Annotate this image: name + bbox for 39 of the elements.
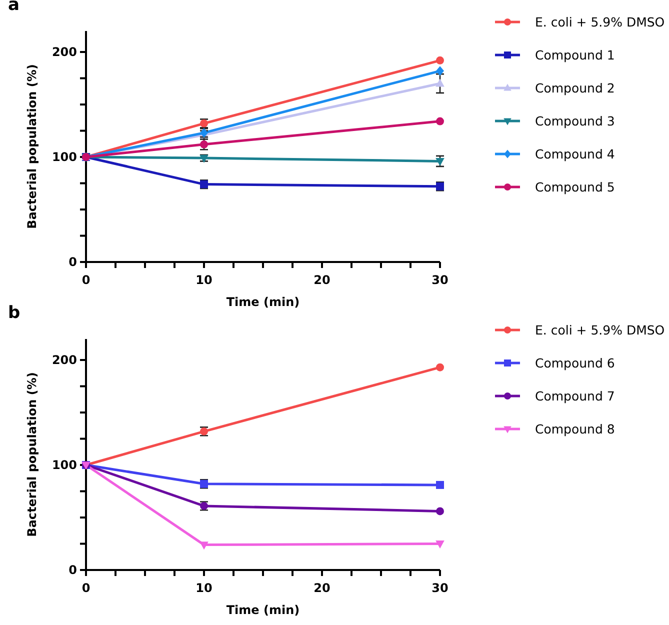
legend-label: E. coli + 5.9% DMSO <box>535 14 665 30</box>
chart-title: b <box>8 303 20 323</box>
legend-label: Compound 1 <box>535 47 615 62</box>
y-tick-label: 0 <box>68 563 77 578</box>
point <box>436 78 444 87</box>
legend-label: Compound 4 <box>535 146 615 162</box>
x-tick-label: 10 <box>196 273 212 287</box>
point <box>436 480 444 489</box>
legend-label: Compound 5 <box>535 179 615 194</box>
y-tick-label: 200 <box>52 45 77 60</box>
legend-label: E. coli + 5.9% DMSO <box>535 322 665 338</box>
legend-label: Compound 8 <box>535 421 615 436</box>
x-tick-label: 30 <box>432 273 448 287</box>
legend-label: Compound 3 <box>535 113 615 128</box>
y-axis-title: Bacterial population (%) <box>25 64 39 229</box>
y-tick-label: 100 <box>52 458 77 472</box>
point <box>436 507 444 516</box>
point <box>436 56 444 64</box>
y-tick-label: 100 <box>52 150 77 164</box>
point <box>436 363 444 372</box>
x-tick-label: 0 <box>82 581 90 595</box>
x-axis-title: Time (min) <box>226 295 300 309</box>
point <box>436 540 444 549</box>
legend-label: Compound 6 <box>535 355 615 370</box>
x-tick-label: 20 <box>314 581 330 595</box>
y-axis-title: Bacterial population (%) <box>25 372 39 537</box>
legend-label: Compound 2 <box>535 80 615 96</box>
y-tick-label: 0 <box>68 255 77 270</box>
y-tick-label: 200 <box>52 353 77 368</box>
point <box>436 158 444 166</box>
x-tick-label: 0 <box>82 273 90 287</box>
point <box>436 66 444 76</box>
legend-label: Compound 7 <box>535 388 615 404</box>
x-tick-label: 20 <box>314 273 330 287</box>
x-axis-title: Time (min) <box>226 603 300 617</box>
chart-title: a <box>8 0 20 15</box>
point <box>436 117 444 126</box>
x-tick-label: 10 <box>196 581 212 595</box>
x-tick-label: 30 <box>432 581 448 595</box>
